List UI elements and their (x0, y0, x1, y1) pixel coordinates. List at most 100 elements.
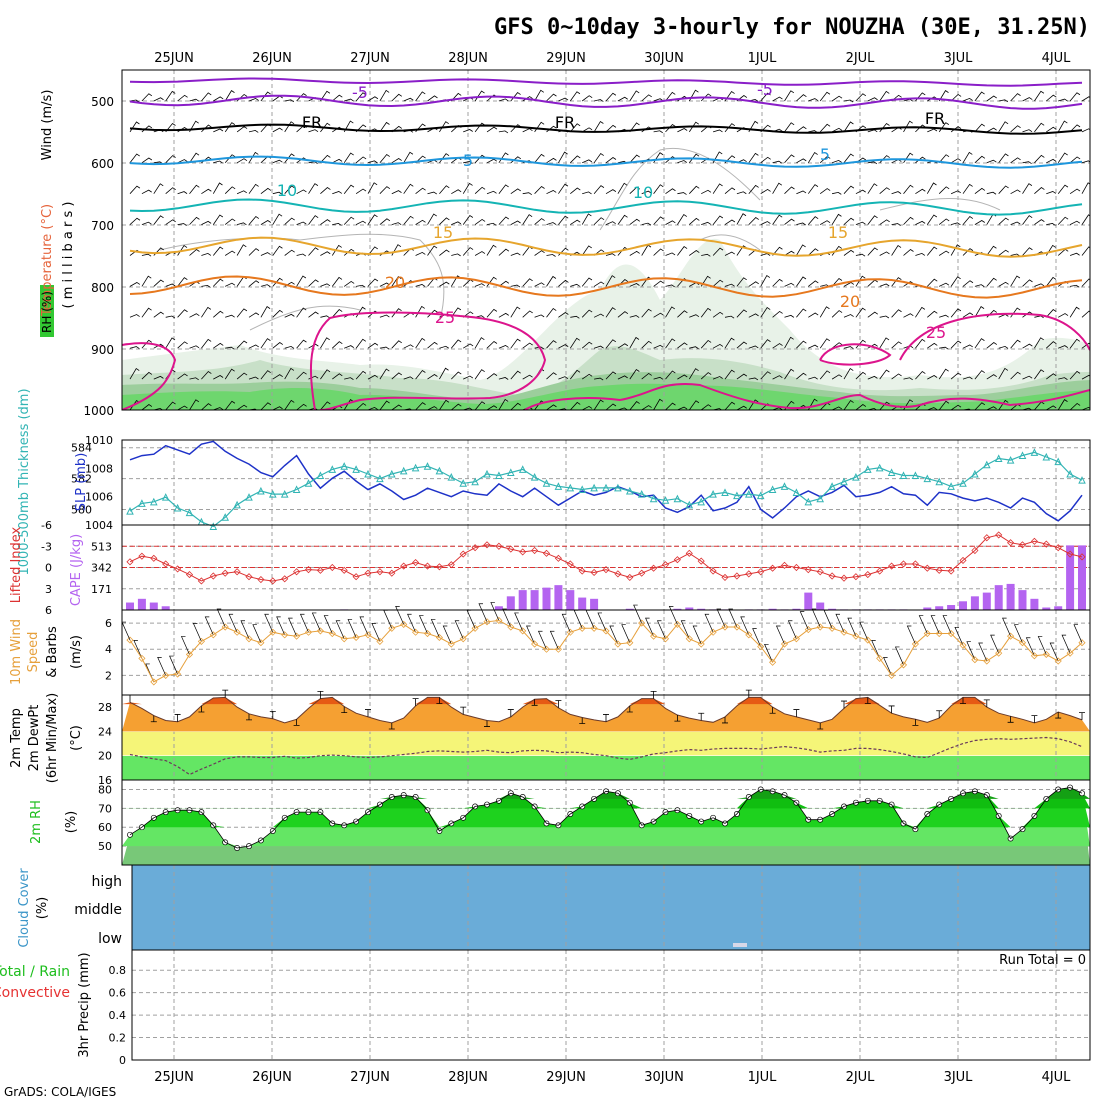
cape-bar (959, 601, 967, 610)
wind-barb (998, 153, 1009, 164)
wind-barb (177, 341, 188, 349)
wind-barb (903, 248, 914, 256)
wind-barb (1069, 306, 1080, 318)
wind-barb (582, 191, 592, 195)
wind-barb (760, 274, 771, 287)
wind-barb (415, 369, 426, 380)
wind-barb (843, 400, 854, 410)
wind-barb (998, 367, 1009, 380)
wind-label-1: 10m Wind (9, 619, 24, 685)
wind-barb (867, 311, 878, 318)
rh-contour (599, 148, 761, 231)
li-point (923, 564, 931, 572)
wind-barb (641, 94, 652, 102)
wind-barb (272, 95, 283, 102)
wind-barb-10m (621, 624, 631, 643)
wind-barb (356, 284, 366, 288)
wind-barb (165, 337, 176, 349)
wind-barb (224, 122, 236, 133)
wind-barb (1069, 92, 1081, 102)
wind-barb (760, 188, 771, 195)
li-point (911, 560, 919, 568)
wind-barb (950, 372, 962, 380)
cape-bar (935, 606, 944, 610)
wind-barb-10m (204, 616, 214, 635)
temp-minmax-bar (150, 715, 157, 723)
wind-barb (974, 187, 986, 195)
li-point (959, 556, 967, 564)
temp-minmax-bar (1079, 712, 1085, 720)
wind-barb (225, 314, 235, 318)
wind-barb (986, 95, 997, 102)
wind-barb (1081, 182, 1090, 194)
cape-bar (994, 585, 1003, 610)
wind-barb (831, 159, 842, 164)
wind-barb (629, 401, 640, 410)
wind-barb-10m (549, 630, 559, 650)
wind-barb (819, 123, 831, 133)
thickness-point (126, 506, 134, 515)
wind-barb (272, 127, 283, 133)
wind-barb (224, 368, 235, 380)
cape-bar (554, 585, 563, 610)
wind-barb (915, 338, 926, 349)
wind-barb (546, 222, 557, 225)
li-point (888, 562, 896, 570)
wind-barb (927, 375, 938, 380)
wind-barb (879, 251, 890, 256)
thickness-point (971, 469, 979, 478)
pressure-tick: 600 (91, 157, 114, 171)
wind-barb (260, 220, 271, 225)
wind-barb (1034, 187, 1045, 194)
wind-barb (486, 405, 498, 410)
contour-label: 15 (828, 223, 848, 242)
wind-barb (141, 307, 152, 318)
wind-barb (879, 337, 890, 349)
temp-minmax-bar (1031, 715, 1038, 723)
wind-barb (986, 406, 997, 410)
wind-barb (320, 122, 331, 133)
wind-barb (974, 91, 985, 102)
rh-shade-green (122, 383, 1090, 410)
wind-barb (1070, 284, 1080, 288)
wind-barb (569, 337, 580, 349)
cape-bar (982, 592, 991, 610)
wind-barb-10m (764, 643, 773, 663)
wind-barb (986, 245, 997, 256)
temp-minmax-bar (936, 710, 943, 719)
wind-barb (486, 222, 497, 226)
wind-barb (796, 222, 806, 226)
li-point (804, 566, 812, 574)
wind-barb (451, 371, 462, 380)
li-point (495, 542, 503, 550)
wind-barb (831, 95, 843, 102)
wind-barb (498, 312, 509, 318)
li-point (162, 560, 170, 568)
li-point (685, 549, 693, 557)
wind-barb (320, 187, 331, 194)
wind-barb (189, 152, 200, 164)
wind-barb (617, 96, 628, 102)
wind-barb-10m (633, 604, 643, 624)
cape-bar (697, 608, 706, 610)
li-line (129, 534, 1083, 582)
wind-barb (569, 123, 581, 133)
wind-barb (629, 283, 640, 287)
wind-barb (236, 244, 247, 256)
wind-barb (534, 185, 545, 194)
wind-barb (855, 221, 866, 225)
wind-barb (974, 370, 985, 380)
wind-barb (760, 306, 771, 318)
wind-barb (153, 311, 164, 318)
wind-barb (772, 310, 783, 318)
date-label-top: 3JUL (944, 51, 974, 66)
wind-barb (224, 154, 236, 164)
wind-barb (177, 223, 187, 226)
wind-barb (498, 216, 510, 225)
wind-barb (962, 97, 973, 102)
wind-barb (391, 158, 402, 164)
wind-barb (1081, 160, 1090, 164)
wind-barb-10m (1037, 636, 1047, 655)
cape-bar (530, 590, 539, 610)
cape-bar (1042, 607, 1051, 610)
